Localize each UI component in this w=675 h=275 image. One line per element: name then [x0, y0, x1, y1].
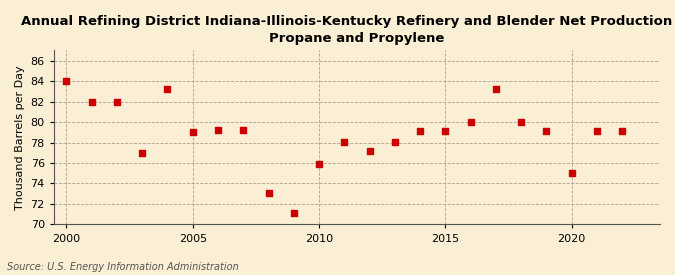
Point: [465, 120, 476, 124]
Point: [440, 129, 451, 133]
Text: Source: U.S. Energy Information Administration: Source: U.S. Energy Information Administ…: [7, 262, 238, 272]
Point: [339, 139, 350, 144]
Y-axis label: Thousand Barrels per Day: Thousand Barrels per Day: [15, 65, 25, 210]
Point: [364, 148, 375, 153]
Point: [61, 79, 72, 83]
Point: [617, 129, 628, 133]
Point: [566, 171, 577, 175]
Point: [491, 87, 502, 92]
Point: [137, 151, 148, 155]
Point: [263, 191, 274, 195]
Point: [162, 87, 173, 92]
Point: [238, 128, 248, 133]
Point: [288, 211, 299, 215]
Point: [314, 162, 325, 166]
Point: [516, 120, 526, 124]
Point: [188, 130, 198, 134]
Point: [86, 99, 97, 104]
Title: Annual Refining District Indiana-Illinois-Kentucky Refinery and Blender Net Prod: Annual Refining District Indiana-Illinoi…: [22, 15, 675, 45]
Point: [591, 129, 602, 133]
Point: [111, 99, 122, 104]
Point: [389, 139, 400, 144]
Point: [414, 129, 425, 133]
Point: [213, 128, 223, 133]
Point: [541, 129, 551, 133]
